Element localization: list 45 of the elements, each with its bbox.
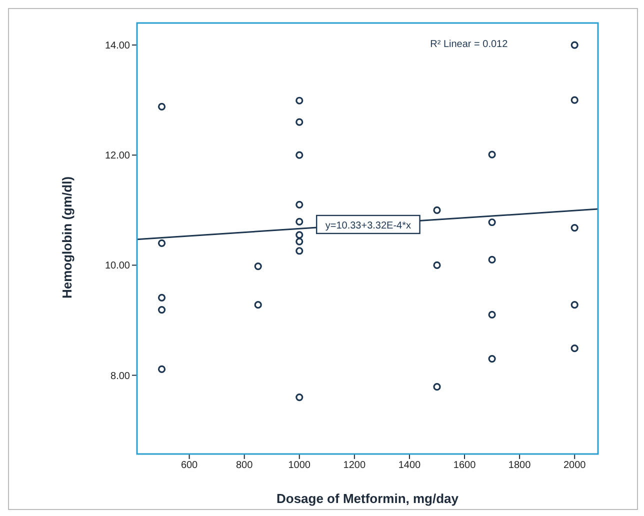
point: [570, 41, 578, 49]
point: [488, 150, 496, 158]
point: [296, 394, 304, 402]
x-tick-label: 600: [180, 460, 198, 472]
y-tick-label: 12.00: [104, 150, 130, 162]
point: [254, 262, 262, 270]
point: [488, 354, 496, 363]
point: [488, 310, 496, 319]
annotation: R² Linear = 0.012: [430, 39, 508, 50]
annotation: y=10.33+3.32E-4*x: [325, 220, 411, 232]
point: [158, 306, 166, 314]
point: [158, 239, 166, 247]
point: [296, 238, 304, 246]
point: [488, 218, 496, 226]
y-tick-label: 14.00: [104, 40, 130, 52]
point: [296, 96, 304, 104]
point: [570, 301, 578, 309]
y-tick-label: 8.00: [110, 370, 130, 382]
point: [254, 301, 262, 309]
point: [296, 118, 304, 126]
point: [433, 383, 441, 391]
point: [296, 231, 304, 239]
x-tick-label: 1800: [508, 460, 532, 472]
point: [296, 151, 304, 159]
point: [488, 256, 496, 264]
point: [570, 224, 578, 232]
point: [158, 294, 166, 302]
point: [296, 218, 304, 226]
x-tick-label: 1000: [288, 460, 311, 472]
point: [158, 102, 166, 110]
point: [570, 96, 578, 104]
y-axis-title: Hemoglobin (gm/dl): [60, 176, 75, 298]
point: [433, 206, 441, 214]
x-tick-label: 2000: [563, 460, 586, 472]
point: [570, 344, 578, 352]
point: [296, 200, 304, 208]
point: [296, 247, 304, 255]
x-axis-title: Dosage of Metformin, mg/day: [276, 491, 460, 506]
point: [433, 261, 441, 269]
x-tick-label: 1400: [398, 460, 422, 472]
x-tick-label: 1200: [343, 460, 366, 472]
x-tick-label: 1600: [453, 460, 476, 472]
x-tick-label: 800: [236, 460, 254, 472]
point: [158, 365, 166, 374]
y-tick-label: 10.00: [104, 260, 130, 272]
